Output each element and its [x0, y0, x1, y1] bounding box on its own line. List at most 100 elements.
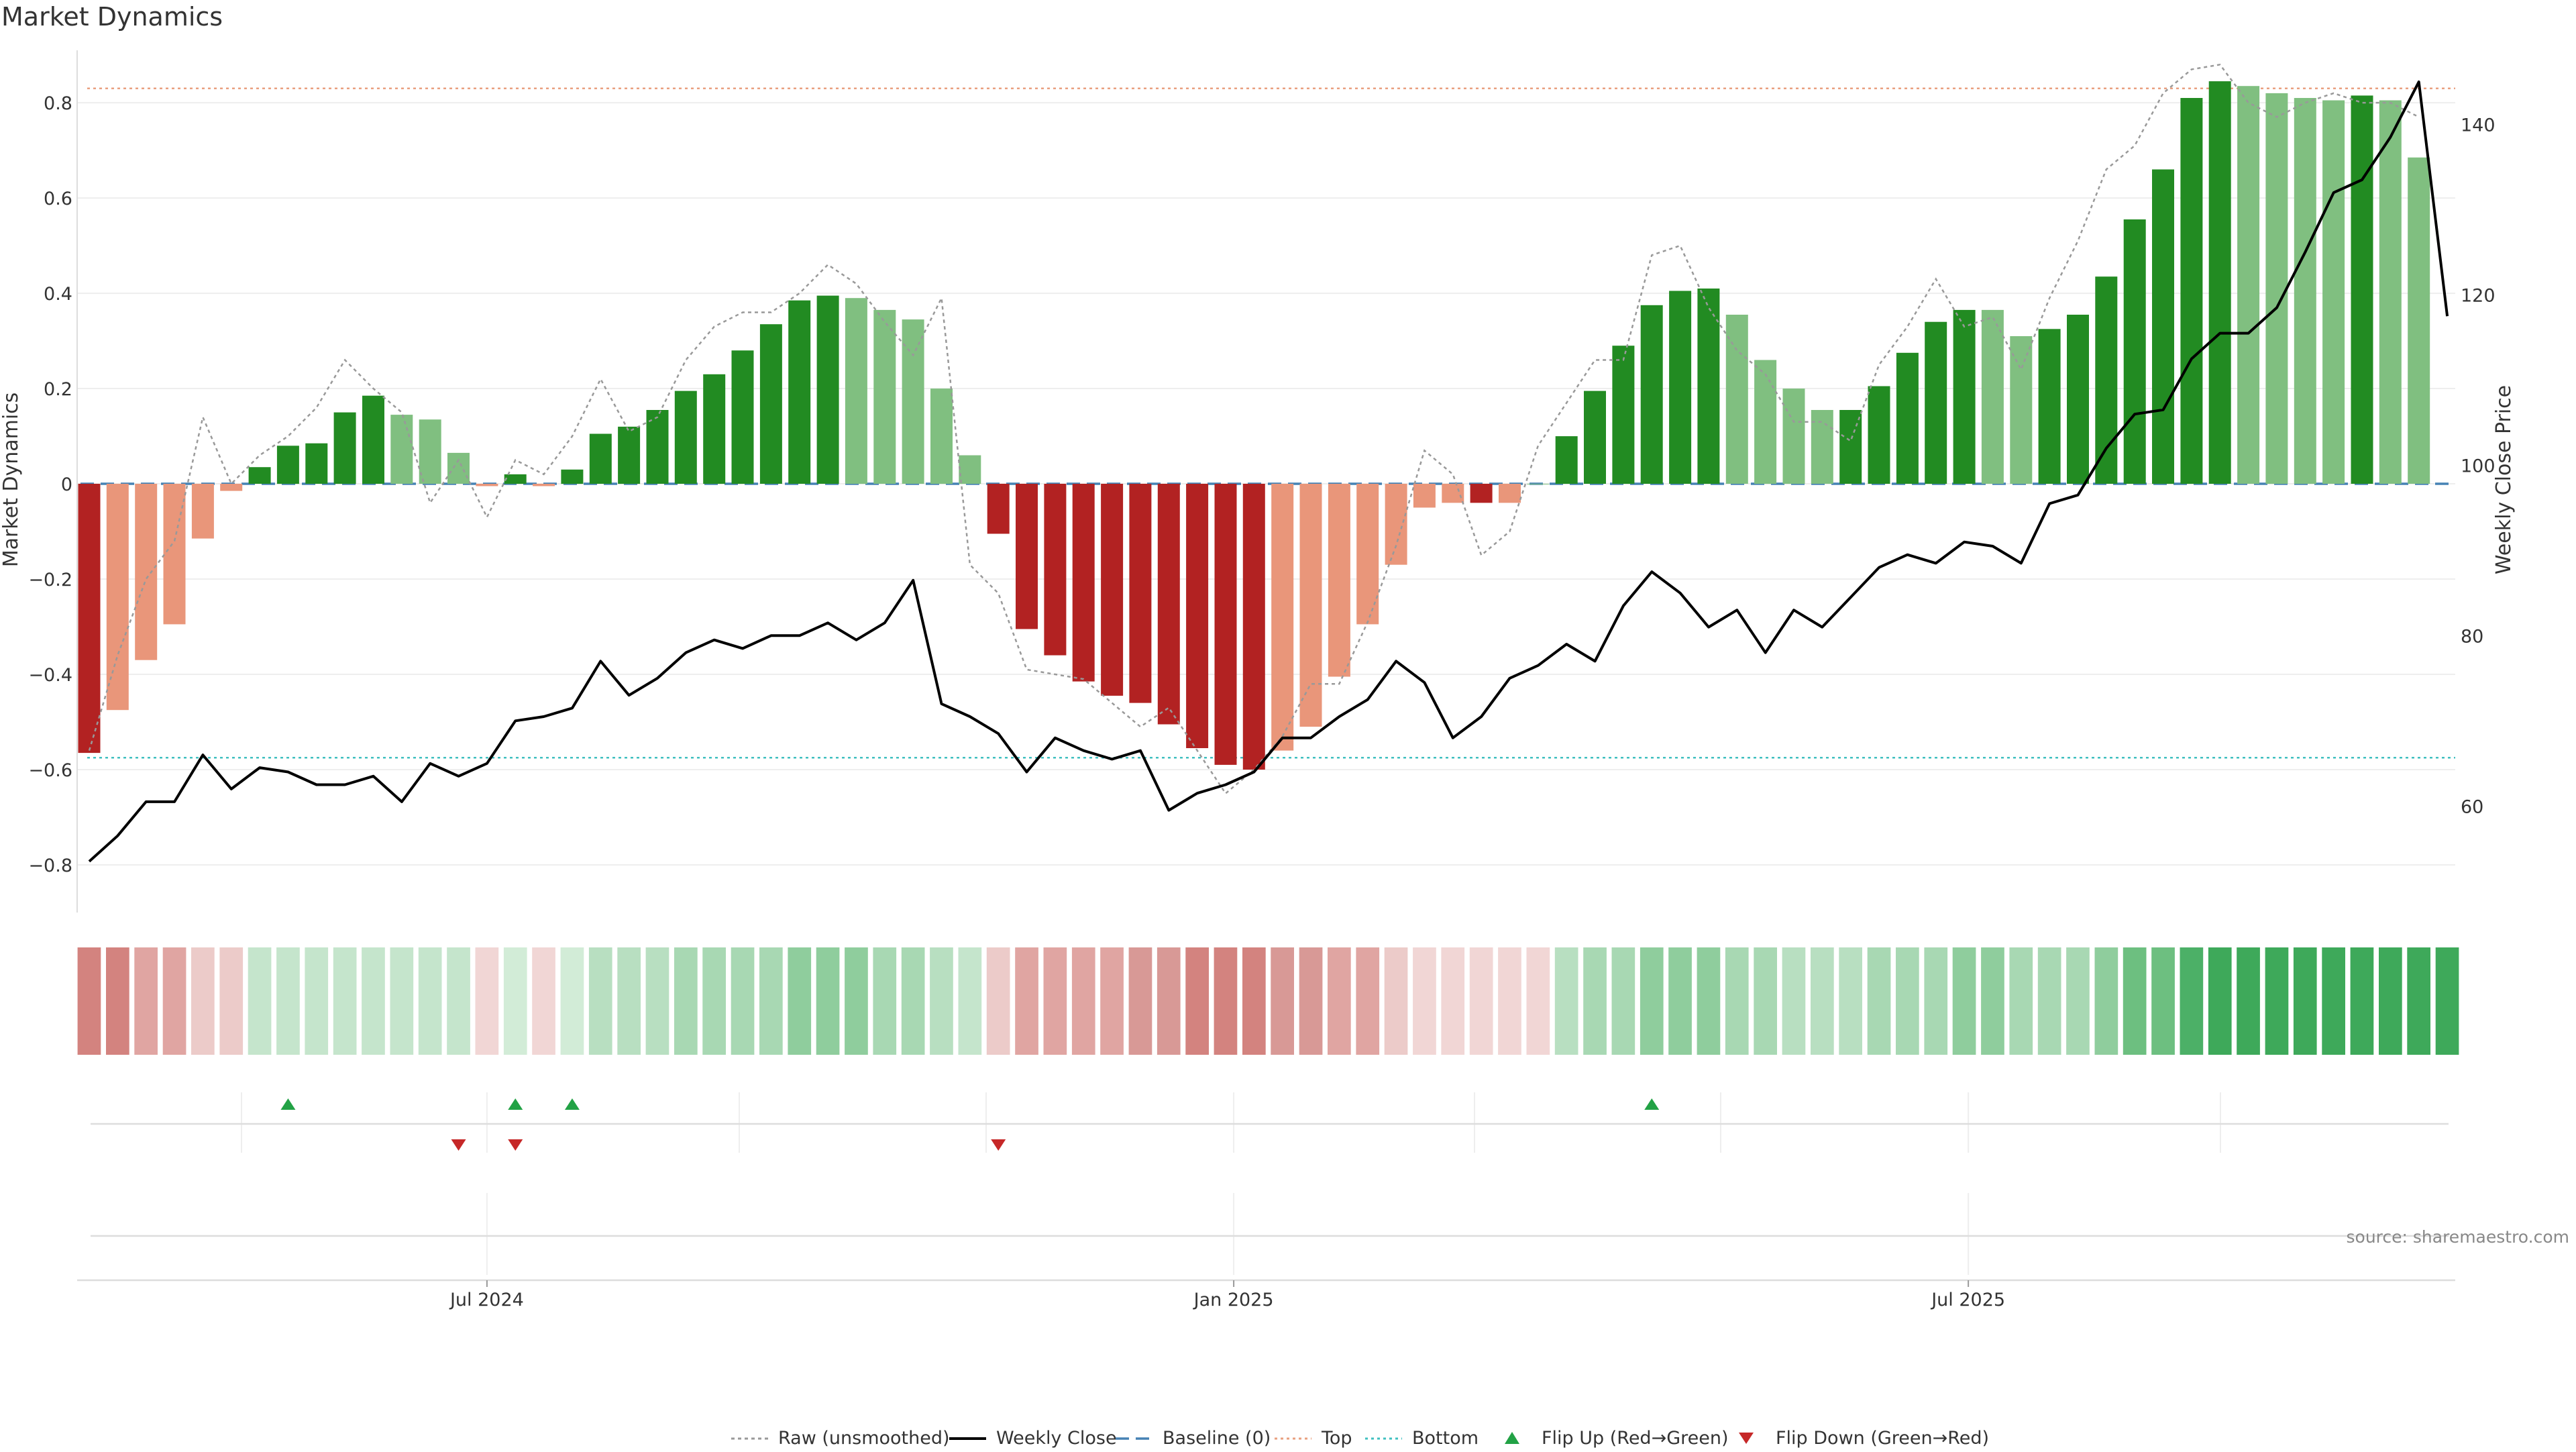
histogram-bar: [1896, 352, 1919, 484]
histogram-bar: [2379, 100, 2402, 484]
strip-cell: [2094, 947, 2118, 1055]
histogram-bar: [1016, 484, 1038, 629]
strip-cell: [219, 947, 244, 1055]
y-tick-label: −0.4: [28, 665, 72, 686]
strip-cell: [248, 947, 272, 1055]
histogram-bar: [816, 295, 839, 484]
strip-cell: [2037, 947, 2061, 1055]
histogram-bar: [1356, 484, 1379, 625]
regime-strip: [77, 947, 2459, 1055]
y-tick-label: −0.8: [28, 855, 72, 876]
strip-cell: [986, 947, 1010, 1055]
strip-cell: [1356, 947, 1380, 1055]
histogram-bar: [1413, 484, 1436, 508]
strip-cell: [503, 947, 527, 1055]
strip-cell: [1384, 947, 1408, 1055]
strip-cell: [1185, 947, 1209, 1055]
histogram-bar: [248, 467, 271, 484]
histogram-bar: [873, 309, 896, 484]
strip-cell: [788, 947, 812, 1055]
strip-cell: [617, 947, 641, 1055]
strip-cell: [2208, 947, 2232, 1055]
histogram-bar: [930, 388, 953, 484]
raw-series: [88, 63, 2420, 795]
strip-cell: [588, 947, 612, 1055]
strip-cell: [873, 947, 897, 1055]
histogram-bar: [788, 300, 811, 484]
histogram-bar: [1101, 484, 1124, 696]
strip-cell: [2123, 947, 2147, 1055]
histogram-bar: [2067, 315, 2089, 484]
strip-cell: [1071, 947, 1095, 1055]
strip-cell: [674, 947, 698, 1055]
strip-cell: [816, 947, 840, 1055]
strip-cell: [390, 947, 414, 1055]
histogram-bar: [2208, 81, 2231, 484]
histogram-bar: [2351, 95, 2373, 484]
strip-cell: [106, 947, 129, 1055]
histogram-bar: [1782, 388, 1805, 484]
histogram-bar: [902, 319, 924, 484]
strip-cell: [305, 947, 329, 1055]
histogram-bar: [163, 484, 186, 625]
histogram-bar: [1044, 484, 1067, 656]
histogram-bar: [533, 484, 555, 486]
strip-cell: [1043, 947, 1067, 1055]
histogram-bar: [618, 426, 641, 484]
histogram-bar: [2095, 276, 2118, 484]
y-tick-label: 0.6: [44, 189, 72, 209]
strip-cell: [2322, 947, 2345, 1055]
histogram-bar: [135, 484, 158, 660]
strip-cell: [2293, 947, 2317, 1055]
histogram-bar: [1584, 391, 1606, 484]
strip-cell: [2265, 947, 2289, 1055]
histogram-bar: [1214, 484, 1237, 765]
histogram-bar: [646, 410, 669, 484]
flip-up-marker: [564, 1098, 580, 1110]
y2-tick-label: 60: [2461, 796, 2483, 817]
strip-cell: [2066, 947, 2090, 1055]
strip-cell: [2350, 947, 2374, 1055]
strip-cell: [1839, 947, 1862, 1055]
strip-cell: [191, 947, 215, 1055]
histogram-bar: [1981, 309, 2004, 484]
strip-cell: [2180, 947, 2204, 1055]
histogram-bar: [1157, 484, 1180, 725]
raw-line: [88, 63, 2420, 795]
histogram-bar: [1868, 386, 1890, 484]
strip-cell: [759, 947, 783, 1055]
strip-cell: [1611, 947, 1635, 1055]
histogram-bar: [1725, 315, 1748, 484]
histogram-bar: [1754, 360, 1777, 484]
strip-cell: [1526, 947, 1550, 1055]
strip-cell: [1157, 947, 1181, 1055]
histogram-bar: [1242, 484, 1265, 770]
strip-cell: [702, 947, 726, 1055]
strip-cell: [1299, 947, 1323, 1055]
strip-cell: [930, 947, 953, 1055]
legend-label: Flip Down (Green→Red): [1776, 1428, 1989, 1449]
strip-cell: [645, 947, 669, 1055]
histogram-bar: [674, 391, 697, 484]
histogram-bar: [589, 433, 612, 484]
y-tick-label: 0.8: [44, 93, 72, 114]
histogram-bar: [731, 350, 754, 484]
y-tick-label: 0.2: [44, 379, 72, 400]
histogram-bar: [476, 484, 498, 486]
y2-tick-label: 80: [2461, 626, 2483, 647]
strip-cell: [1469, 947, 1493, 1055]
x-axis: Jul 2024 Jan 2025 Jul 2025: [77, 1279, 2455, 1310]
strip-cell: [333, 947, 357, 1055]
strip-cell: [1128, 947, 1152, 1055]
histogram-bar: [2152, 169, 2174, 484]
histogram-bar: [1555, 436, 1578, 484]
strip-cell: [532, 947, 555, 1055]
histogram-bar: [759, 324, 782, 484]
strip-cell: [1811, 947, 1834, 1055]
legend-label: Weekly Close: [996, 1428, 1117, 1449]
flip-up-marker: [508, 1098, 523, 1110]
histogram-bar: [2294, 98, 2316, 484]
y-axis-label: Market Dynamics: [0, 393, 23, 568]
strip-cell: [2009, 947, 2033, 1055]
